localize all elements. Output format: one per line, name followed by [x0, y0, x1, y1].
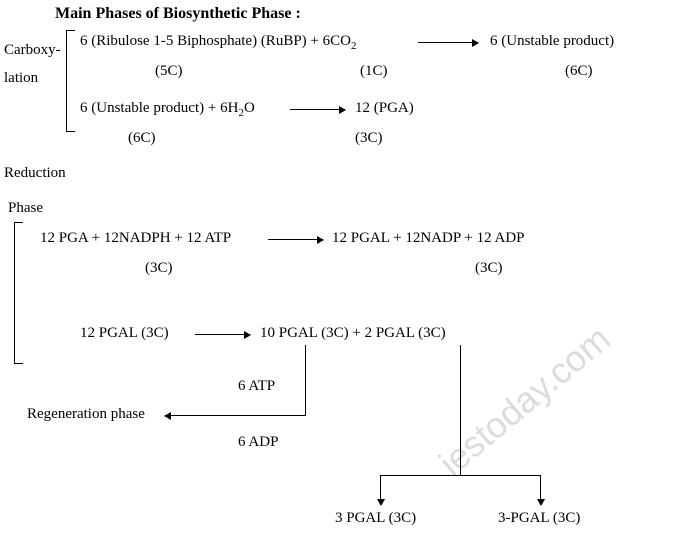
carbox-eq1-c2: (1C): [360, 63, 388, 80]
reduct-eq1-c1: (3C): [145, 260, 173, 277]
reduct-eq1-lhs: 12 PGA + 12NADPH + 12 ATP: [40, 230, 231, 247]
reduction-bracket: [14, 222, 23, 364]
final-left: 3 PGAL (3C): [335, 510, 416, 527]
reduction-label-1: Reduction: [4, 165, 66, 182]
hline-to-regen: [165, 415, 306, 416]
regen-atp: 6 ATP: [238, 378, 275, 395]
carbox-eq2-arrow: [290, 109, 345, 110]
vline-10pgal: [305, 345, 306, 415]
regen-adp: 6 ADP: [238, 434, 278, 451]
carbox-eq1-lhs: 6 (Ribulose 1-5 Biphosphate) (RuBP) + 6C…: [80, 33, 356, 52]
regen-label: Regeneration phase: [27, 406, 145, 423]
carbox-eq1-arrow: [418, 42, 478, 43]
carboxylation-label-1: Carboxy-: [4, 42, 61, 59]
vline-final-left: [380, 475, 381, 505]
page-title: Main Phases of Biosynthetic Phase :: [55, 5, 301, 23]
reduct-eq1-c2: (3C): [475, 260, 503, 277]
reduction-label-2: Phase: [8, 200, 43, 217]
vline-2pgal: [460, 345, 461, 475]
carbox-eq1-c3: (6C): [565, 63, 593, 80]
hsplit: [380, 475, 540, 476]
reduct-eq1-arrow: [268, 239, 323, 240]
carbox-eq2-c2: (3C): [355, 130, 383, 147]
carboxylation-bracket: [66, 30, 75, 132]
carbox-eq1-rhs: 6 (Unstable product): [490, 33, 614, 50]
carbox-eq2-rhs: 12 (PGA): [355, 100, 414, 117]
carbox-eq2-lhs: 6 (Unstable product) + 6H2O: [80, 100, 255, 119]
reduct-eq2-lhs: 12 PGAL (3C): [80, 325, 169, 342]
carbox-eq1-c1: (5C): [155, 63, 183, 80]
carboxylation-label-2: lation: [4, 70, 38, 87]
reduct-eq2-rhs: 10 PGAL (3C) + 2 PGAL (3C): [260, 325, 446, 342]
final-right: 3-PGAL (3C): [498, 510, 580, 527]
vline-final-right: [540, 475, 541, 505]
carbox-eq2-c1: (6C): [128, 130, 156, 147]
reduct-eq2-arrow: [195, 334, 250, 335]
reduct-eq1-rhs: 12 PGAL + 12NADP + 12 ADP: [332, 230, 525, 247]
